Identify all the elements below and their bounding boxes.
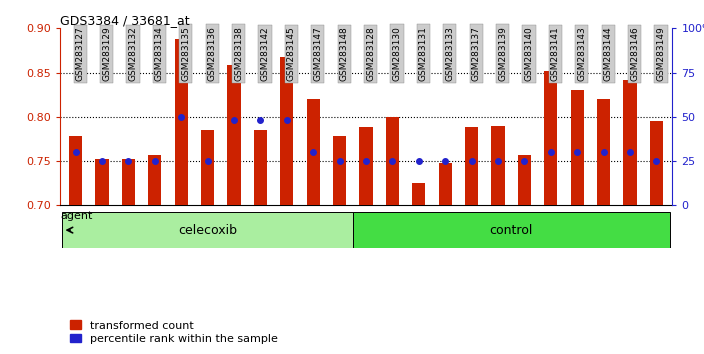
Bar bbox=[280, 57, 294, 205]
Bar bbox=[69, 136, 82, 205]
Text: control: control bbox=[489, 224, 533, 236]
Text: GSM283147: GSM283147 bbox=[313, 27, 322, 81]
Bar bbox=[413, 183, 425, 205]
Bar bbox=[353, 212, 670, 248]
Text: GSM283145: GSM283145 bbox=[287, 27, 296, 81]
Bar bbox=[465, 127, 478, 205]
Bar bbox=[597, 99, 610, 205]
Bar bbox=[63, 212, 353, 248]
Text: GSM283134: GSM283134 bbox=[155, 27, 164, 81]
Bar bbox=[254, 130, 267, 205]
Text: GSM283133: GSM283133 bbox=[445, 27, 454, 81]
Text: GSM283131: GSM283131 bbox=[419, 27, 428, 81]
Bar bbox=[544, 71, 558, 205]
Bar bbox=[307, 99, 320, 205]
Bar bbox=[175, 39, 188, 205]
Bar bbox=[439, 163, 452, 205]
Legend: transformed count, percentile rank within the sample: transformed count, percentile rank withi… bbox=[65, 316, 282, 348]
Bar bbox=[491, 126, 505, 205]
Text: GSM283140: GSM283140 bbox=[524, 27, 534, 81]
Bar bbox=[201, 130, 214, 205]
Text: GSM283141: GSM283141 bbox=[551, 27, 560, 81]
Bar bbox=[333, 136, 346, 205]
Text: GSM283130: GSM283130 bbox=[393, 27, 401, 81]
Text: celecoxib: celecoxib bbox=[178, 224, 237, 236]
Bar bbox=[149, 155, 161, 205]
Bar bbox=[386, 117, 399, 205]
Text: GSM283137: GSM283137 bbox=[472, 27, 481, 81]
Text: agent: agent bbox=[60, 211, 92, 221]
Text: GSM283139: GSM283139 bbox=[498, 27, 507, 81]
Text: GSM283129: GSM283129 bbox=[102, 27, 111, 81]
Bar bbox=[96, 159, 108, 205]
Bar bbox=[122, 159, 135, 205]
Text: GSM283128: GSM283128 bbox=[366, 27, 375, 81]
Text: GSM283144: GSM283144 bbox=[603, 27, 612, 81]
Bar bbox=[624, 80, 636, 205]
Text: GSM283146: GSM283146 bbox=[630, 27, 639, 81]
Bar bbox=[227, 65, 241, 205]
Bar bbox=[360, 127, 372, 205]
Text: GSM283127: GSM283127 bbox=[76, 27, 84, 81]
Text: GSM283138: GSM283138 bbox=[234, 27, 243, 81]
Text: GSM283149: GSM283149 bbox=[656, 27, 665, 81]
Text: GSM283143: GSM283143 bbox=[577, 27, 586, 81]
Text: GSM283132: GSM283132 bbox=[128, 27, 137, 81]
Text: GSM283135: GSM283135 bbox=[181, 27, 190, 81]
Text: GSM283148: GSM283148 bbox=[339, 27, 348, 81]
Text: GDS3384 / 33681_at: GDS3384 / 33681_at bbox=[60, 14, 189, 27]
Text: GSM283142: GSM283142 bbox=[260, 27, 270, 81]
Bar bbox=[518, 155, 531, 205]
Text: GSM283136: GSM283136 bbox=[208, 27, 217, 81]
Bar bbox=[571, 90, 584, 205]
Bar bbox=[650, 121, 663, 205]
